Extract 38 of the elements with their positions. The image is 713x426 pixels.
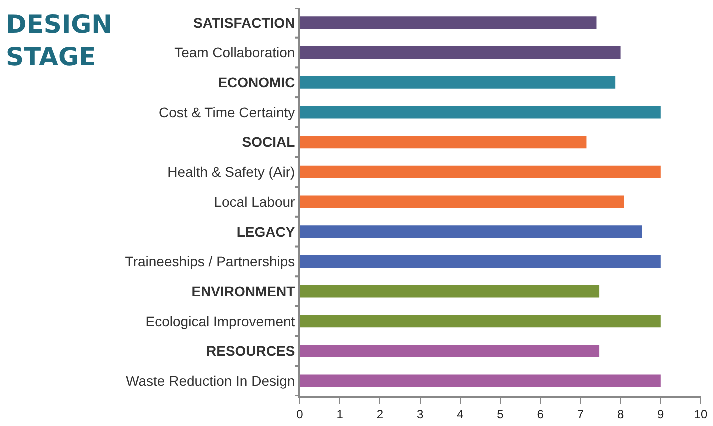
x-tick-label: 3 [416, 407, 424, 422]
y-tick-label: Local Labour [214, 194, 296, 210]
text: DESIGN STAGE [6, 10, 113, 72]
bar [300, 196, 624, 208]
x-tick-label: 7 [577, 407, 584, 422]
x-tick-label: 0 [296, 407, 304, 422]
bar [300, 46, 621, 60]
bar [300, 344, 600, 358]
bar [300, 106, 661, 119]
y-tick-label: Team Collaboration [174, 44, 296, 61]
y-tick-label: ENVIRONMENT [192, 283, 296, 300]
x-tick-label: 6 [537, 407, 544, 422]
x-tick-label: 1 [336, 407, 344, 422]
bar [300, 136, 587, 149]
y-tick-label: RESOURCES [206, 343, 296, 360]
x-tick-label: 2 [376, 407, 384, 422]
y-tick-label: ECONOMIC [218, 74, 296, 91]
bar [300, 285, 600, 298]
x-tick-label: 4 [457, 407, 464, 422]
y-tick-label: LEGACY [236, 224, 296, 240]
x-tick-label: 5 [497, 407, 504, 422]
bar [300, 315, 661, 328]
x-tick-label: 8 [617, 407, 624, 422]
x-tick-label: 10 [694, 407, 708, 422]
bar [300, 16, 597, 30]
y-tick-label: SOCIAL [242, 134, 296, 150]
bar [300, 76, 616, 89]
y-tick-label: Traineeships / Partnerships [125, 254, 296, 270]
x-tick-label: 9 [658, 407, 665, 422]
y-tick-label: Health & Safety (Air) [168, 164, 296, 180]
bar [300, 226, 642, 238]
bar [300, 374, 661, 388]
y-tick-label: Ecological Improvement [146, 313, 296, 330]
y-tick-label: SATISFACTION [194, 14, 296, 31]
y-tick-label: Cost & Time Certainty [159, 104, 296, 120]
bar [300, 166, 661, 178]
bar [300, 255, 661, 268]
y-tick-label: Waste Reduction In Design [126, 372, 296, 389]
